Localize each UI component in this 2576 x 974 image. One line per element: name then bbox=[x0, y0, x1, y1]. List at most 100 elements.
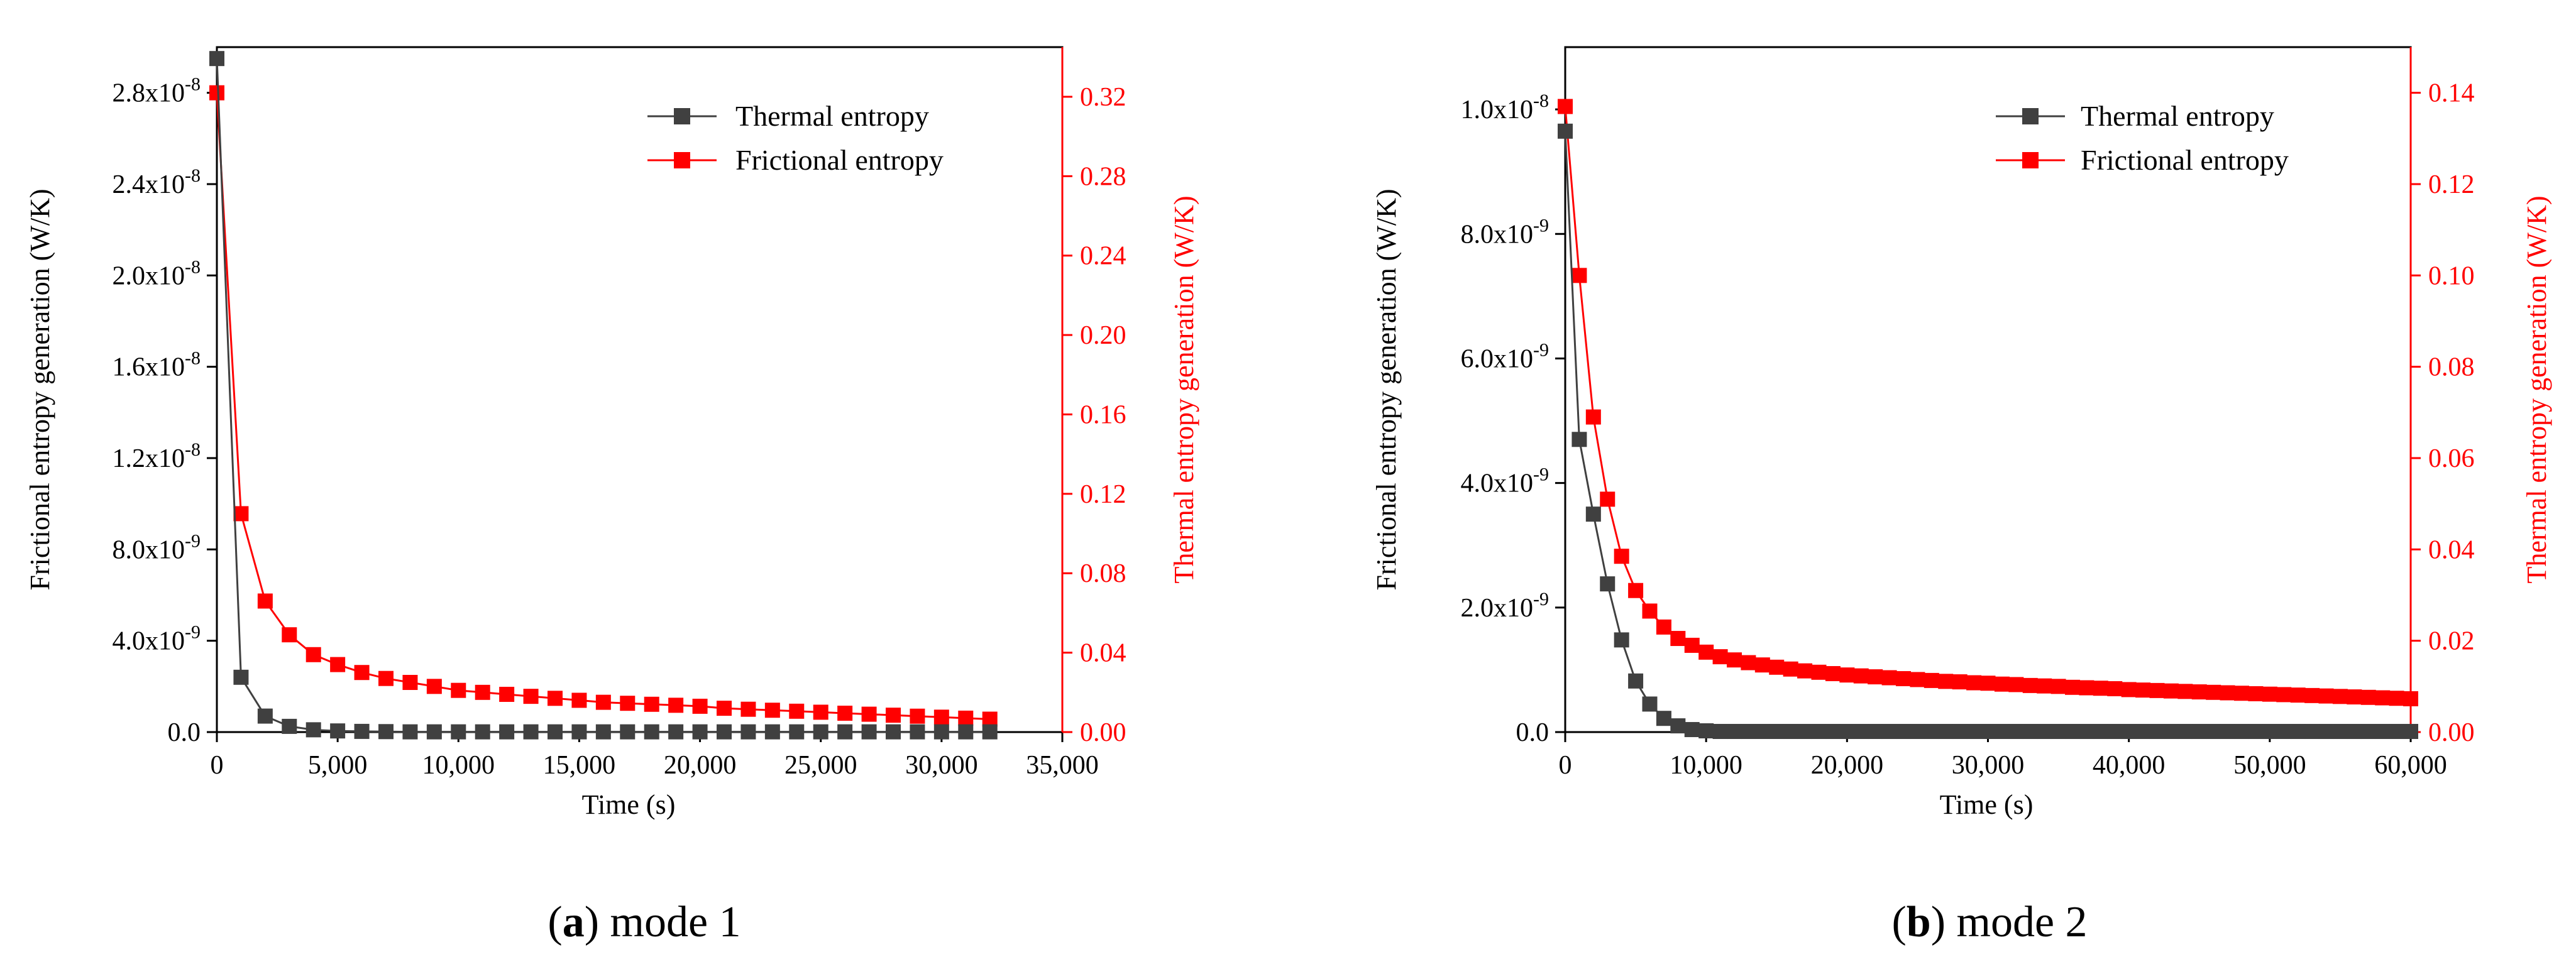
data-point bbox=[1980, 676, 1996, 691]
chart-panel-mode-1: 0 5,000 10,000 15,000 20,000 25,000 30,000 35,0… bbox=[25, 46, 1199, 946]
y-right-tick-label: 0.32 bbox=[1080, 83, 1126, 112]
x-tick-label: 30,000 bbox=[1952, 751, 2025, 780]
y-right-tick-label: 0.24 bbox=[1080, 242, 1126, 271]
data-point bbox=[2022, 724, 2038, 740]
legend: Thermal entropy Frictional entropy bbox=[647, 100, 944, 176]
y-tick-label: 1.6x10-8 bbox=[113, 348, 201, 382]
data-point bbox=[1938, 674, 1954, 689]
data-point bbox=[2065, 724, 2080, 740]
data-point bbox=[257, 593, 273, 609]
data-point bbox=[2191, 724, 2207, 740]
data-point bbox=[1868, 724, 1883, 740]
data-point bbox=[499, 686, 515, 702]
data-point bbox=[571, 692, 587, 708]
data-point bbox=[2234, 686, 2249, 701]
data-point bbox=[2360, 724, 2376, 740]
data-point bbox=[2234, 724, 2249, 740]
data-point bbox=[451, 682, 466, 698]
data-point bbox=[2375, 724, 2391, 740]
series-line bbox=[216, 92, 990, 720]
data-point bbox=[2262, 724, 2277, 740]
data-point bbox=[2290, 687, 2306, 703]
data-point bbox=[644, 696, 659, 712]
data-point bbox=[886, 724, 901, 740]
data-point bbox=[426, 679, 442, 694]
data-point bbox=[764, 703, 780, 718]
data-point bbox=[1628, 673, 1644, 689]
data-point bbox=[1571, 268, 1587, 283]
data-point bbox=[982, 711, 998, 727]
legend-label-frictional: Frictional entropy bbox=[2081, 144, 2289, 176]
data-point bbox=[1684, 637, 1700, 653]
data-point bbox=[2318, 724, 2334, 740]
data-point bbox=[2093, 724, 2108, 740]
x-tick-label: 0 bbox=[1559, 751, 1572, 780]
data-point bbox=[1754, 657, 1770, 673]
data-point bbox=[837, 705, 853, 721]
data-point bbox=[1868, 669, 1883, 685]
x-tick-label: 5,000 bbox=[308, 751, 368, 780]
y-axis-right-ticks: 0.00 0.02 0.04 0.06 0.08 0.10 0.12 0.14 bbox=[2409, 47, 2475, 747]
y-right-tick-label: 0.08 bbox=[2428, 353, 2475, 382]
y-axis-left-ticks: 0.0 2.0x10-9 4.0x10-9 6.0x10-9 8.0x10-9 1.0x1… bbox=[1461, 90, 1565, 747]
data-point bbox=[644, 724, 659, 740]
x-tick-label: 50,000 bbox=[2233, 751, 2306, 780]
data-point bbox=[282, 627, 297, 643]
y-right-tick-label: 0.16 bbox=[1080, 400, 1126, 429]
data-point bbox=[2304, 687, 2320, 703]
data-point bbox=[2403, 724, 2418, 740]
data-point bbox=[2347, 724, 2362, 740]
y-right-tick-label: 0.12 bbox=[2428, 170, 2475, 199]
y-tick-label: 8.0x10-9 bbox=[1461, 215, 1549, 249]
x-axis-title: Time (s) bbox=[1940, 789, 2034, 820]
panel-caption-letter: a bbox=[563, 898, 585, 946]
data-point bbox=[595, 724, 611, 740]
data-point bbox=[305, 647, 321, 662]
y-tick-label: 2.0x10-9 bbox=[1461, 589, 1549, 623]
data-point bbox=[813, 724, 828, 740]
data-point bbox=[305, 722, 321, 738]
data-point bbox=[1727, 724, 1742, 740]
data-point bbox=[330, 723, 346, 739]
data-point bbox=[1896, 670, 1911, 686]
data-point bbox=[1797, 663, 1813, 679]
x-tick-label: 15,000 bbox=[543, 751, 616, 780]
data-point bbox=[764, 724, 780, 740]
y-tick-label: 6.0x10-9 bbox=[1461, 339, 1549, 373]
data-point bbox=[2191, 684, 2207, 700]
y-tick-label: 0.0 bbox=[168, 718, 201, 747]
y-right-tick-label: 0.20 bbox=[1080, 321, 1126, 350]
data-point bbox=[1656, 711, 1671, 726]
data-point bbox=[2149, 724, 2165, 740]
data-point bbox=[523, 689, 539, 704]
data-point bbox=[933, 709, 949, 725]
panel-caption: (b) mode 2 bbox=[1891, 898, 2087, 946]
data-point bbox=[1741, 655, 1756, 670]
data-point bbox=[2389, 724, 2404, 740]
data-point bbox=[1881, 724, 1897, 740]
data-point bbox=[209, 85, 224, 101]
y-tick-label: 8.0x10-9 bbox=[113, 530, 201, 564]
data-point bbox=[2375, 690, 2391, 706]
data-point bbox=[257, 708, 273, 724]
x-tick-label: 60,000 bbox=[2374, 751, 2447, 780]
data-point bbox=[2107, 724, 2123, 740]
data-point bbox=[1966, 724, 1982, 740]
data-point bbox=[402, 724, 418, 740]
data-point bbox=[2121, 724, 2137, 740]
data-point bbox=[233, 506, 249, 522]
data-point bbox=[2220, 724, 2235, 740]
data-point bbox=[1811, 724, 1827, 740]
y-tick-label: 1.0x10-8 bbox=[1461, 90, 1549, 124]
data-point bbox=[2107, 681, 2123, 696]
data-point bbox=[1839, 724, 1855, 740]
data-point bbox=[1853, 724, 1869, 740]
data-point bbox=[2093, 681, 2108, 696]
y-axis-right-title: Thermal entropy generation (W/K) bbox=[1169, 196, 1199, 584]
data-point bbox=[2206, 684, 2221, 700]
data-point bbox=[958, 724, 974, 740]
y-right-tick-label: 0.00 bbox=[2428, 718, 2475, 747]
legend-marker-frictional bbox=[2022, 152, 2039, 168]
